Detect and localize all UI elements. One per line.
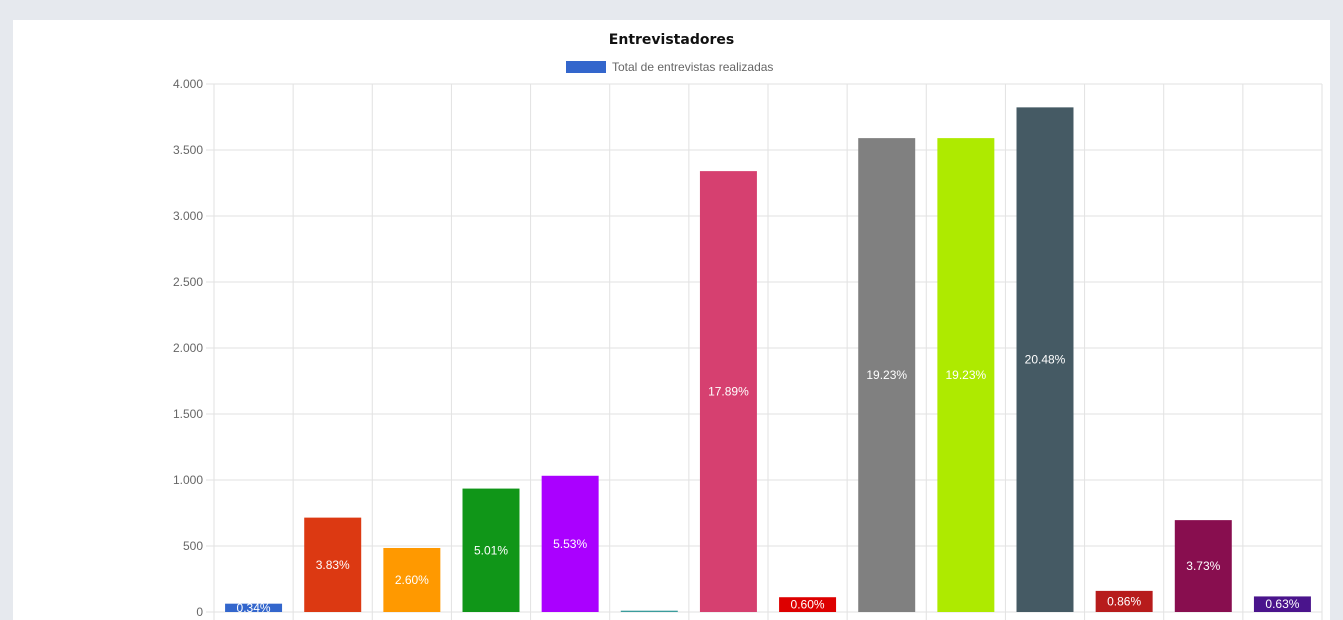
bar[interactable]: [1016, 107, 1074, 612]
bar-data-label: 3.83%: [316, 558, 350, 572]
bar[interactable]: [225, 603, 283, 612]
bar[interactable]: [1174, 520, 1232, 612]
bar[interactable]: [383, 547, 441, 612]
chart-title: Entrevistadores: [608, 32, 735, 48]
bar-data-label: 20.48%: [1025, 353, 1066, 367]
y-tick-label: 4.000: [173, 77, 203, 91]
y-tick-label: 3.000: [173, 209, 203, 223]
bar-data-label: 0.60%: [791, 598, 825, 612]
y-tick-label: 3.500: [173, 143, 203, 157]
bar[interactable]: [858, 138, 916, 612]
bar-data-label: 19.23%: [946, 368, 987, 382]
bar[interactable]: [1253, 596, 1311, 612]
bar[interactable]: [620, 610, 678, 612]
bar-data-label: 17.89%: [708, 385, 749, 399]
bar-data-label: 0.63%: [1265, 597, 1299, 611]
y-tick-label: 0: [196, 605, 203, 619]
bar[interactable]: [937, 138, 995, 612]
bar-data-label: 0.86%: [1107, 594, 1141, 608]
bar-data-label: 0.34%: [237, 601, 271, 615]
legend-swatch: [566, 61, 606, 73]
bar-data-label: 5.01%: [474, 543, 508, 557]
bar[interactable]: [1095, 590, 1153, 612]
legend-label: Total de entrevistas realizadas: [612, 60, 774, 74]
y-tick-label: 2.000: [173, 341, 203, 355]
bar-data-label: 2.60%: [395, 573, 429, 587]
bar[interactable]: [779, 597, 837, 612]
y-tick-label: 1.500: [173, 407, 203, 421]
bar-data-label: 3.73%: [1186, 559, 1220, 573]
bar-chart: 0 500 1.000 1.500 2.000 2.500 3.000 3.500 4.000 0…: [173, 77, 1323, 620]
y-tick-label: 500: [183, 539, 203, 553]
bar[interactable]: [699, 171, 757, 612]
chart-card: Entrevistadores Total de entrevistas rea…: [13, 20, 1330, 620]
bar[interactable]: [541, 475, 599, 612]
legend[interactable]: Total de entrevistas realizadas: [566, 60, 773, 74]
bar[interactable]: [304, 517, 362, 612]
bar-data-label: 19.23%: [866, 368, 907, 382]
bar-data-label: 5.53%: [553, 537, 587, 551]
y-tick-label: 1.000: [173, 473, 203, 487]
y-tick-label: 2.500: [173, 275, 203, 289]
bar[interactable]: [462, 488, 520, 612]
